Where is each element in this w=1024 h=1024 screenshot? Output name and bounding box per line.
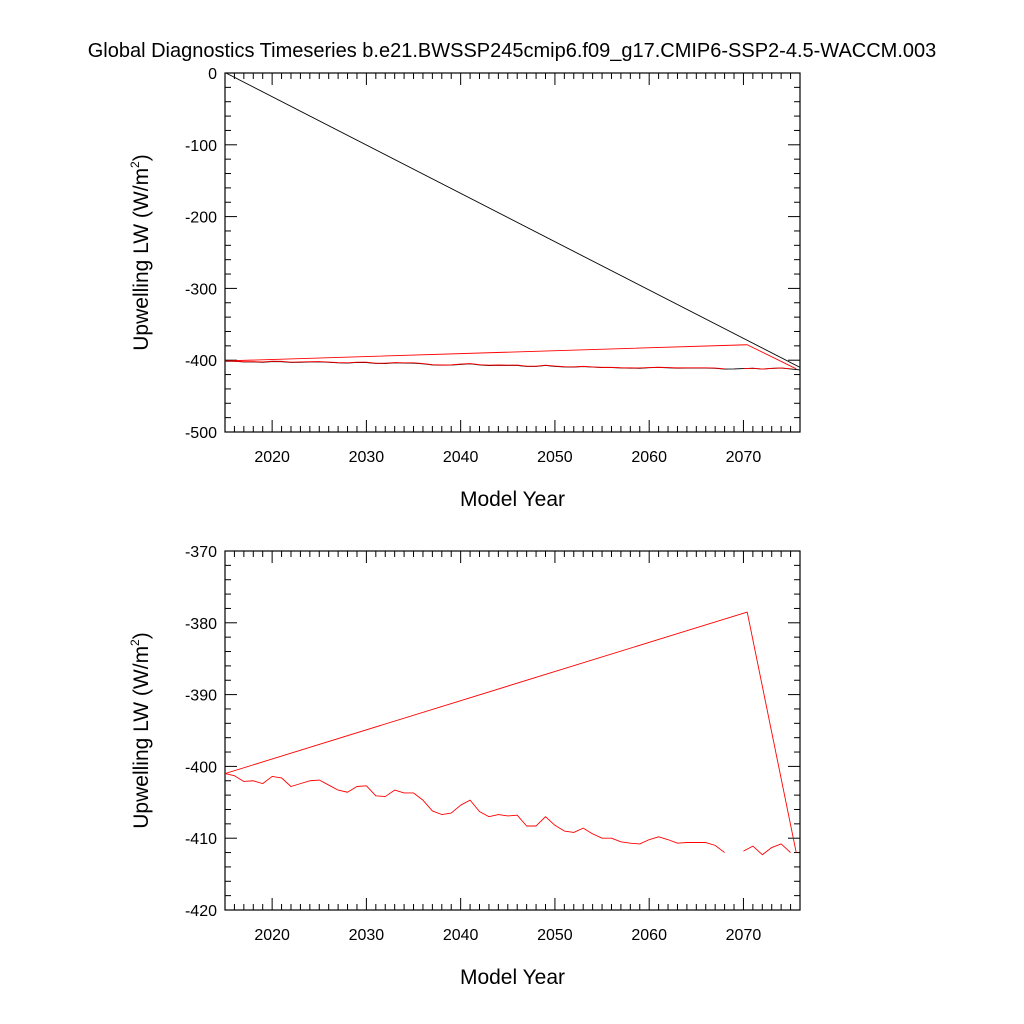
plot-frame	[224, 72, 801, 433]
y-tick-label: -420	[185, 903, 217, 920]
x-tick-label: 2070	[726, 927, 762, 944]
series-line-0	[225, 73, 800, 368]
y-tick-label: -400	[185, 353, 217, 370]
y-tick-label: -410	[185, 831, 217, 848]
series-line-3	[225, 360, 791, 370]
y-axis-label: Upwelling LW (W/m2)	[128, 632, 153, 828]
x-tick-label: 2030	[349, 449, 385, 466]
y-tick-label: -370	[185, 544, 217, 561]
y-axis-label-main: Upwelling LW (W/m	[130, 168, 153, 351]
y-tick-label: -400	[185, 759, 217, 776]
figure-title: Global Diagnostics Timeseries b.e21.BWSS…	[88, 40, 937, 62]
x-tick-label: 2020	[254, 449, 290, 466]
plot-frame	[224, 550, 801, 911]
y-axis-label-sup: 2	[128, 161, 142, 168]
y-ticks	[225, 72, 800, 433]
series-line-1	[225, 344, 797, 370]
series-line-0	[225, 611, 797, 853]
x-ticks	[224, 73, 801, 432]
series-line-1	[225, 773, 791, 856]
x-tick-label: 2070	[726, 449, 762, 466]
series-group	[225, 73, 800, 371]
x-tick-label: 2050	[537, 927, 573, 944]
x-tick-label: 2040	[443, 449, 479, 466]
y-tick-label: -500	[185, 425, 217, 442]
y-axis-label: Upwelling LW (W/m2)	[128, 154, 153, 350]
x-tick-label: 2060	[631, 449, 667, 466]
x-axis-label: Model Year	[460, 488, 565, 511]
x-axis-label: Model Year	[460, 966, 565, 989]
y-axis-label-sup: 2	[128, 639, 142, 646]
y-axis-label-close: )	[130, 632, 153, 639]
y-axis-label-main: Upwelling LW (W/m	[130, 646, 153, 829]
y-tick-label: -390	[185, 688, 217, 705]
y-ticks	[225, 550, 800, 911]
y-tick-label: -300	[185, 281, 217, 298]
bottom-panel: 2020 2030 2040 2050 2060 2070 -370 -380 -390 -400…	[128, 544, 801, 989]
series-group	[225, 611, 797, 856]
x-tick-label: 2020	[254, 927, 290, 944]
y-tick-label: -100	[185, 138, 217, 155]
x-tick-label: 2060	[631, 927, 667, 944]
x-tick-label: 2040	[443, 927, 479, 944]
y-axis-label-close: )	[130, 154, 153, 161]
y-tick-label: -200	[185, 210, 217, 227]
x-tick-label: 2050	[537, 449, 573, 466]
y-tick-label: -380	[185, 616, 217, 633]
x-ticks	[224, 551, 801, 910]
y-tick-label: 0	[208, 66, 217, 83]
top-panel: 2020 2030 2040 2050 2060 2070 0 -100 -200 -300 -40…	[128, 66, 801, 511]
x-tick-label: 2030	[349, 927, 385, 944]
series-line-2	[225, 360, 800, 371]
